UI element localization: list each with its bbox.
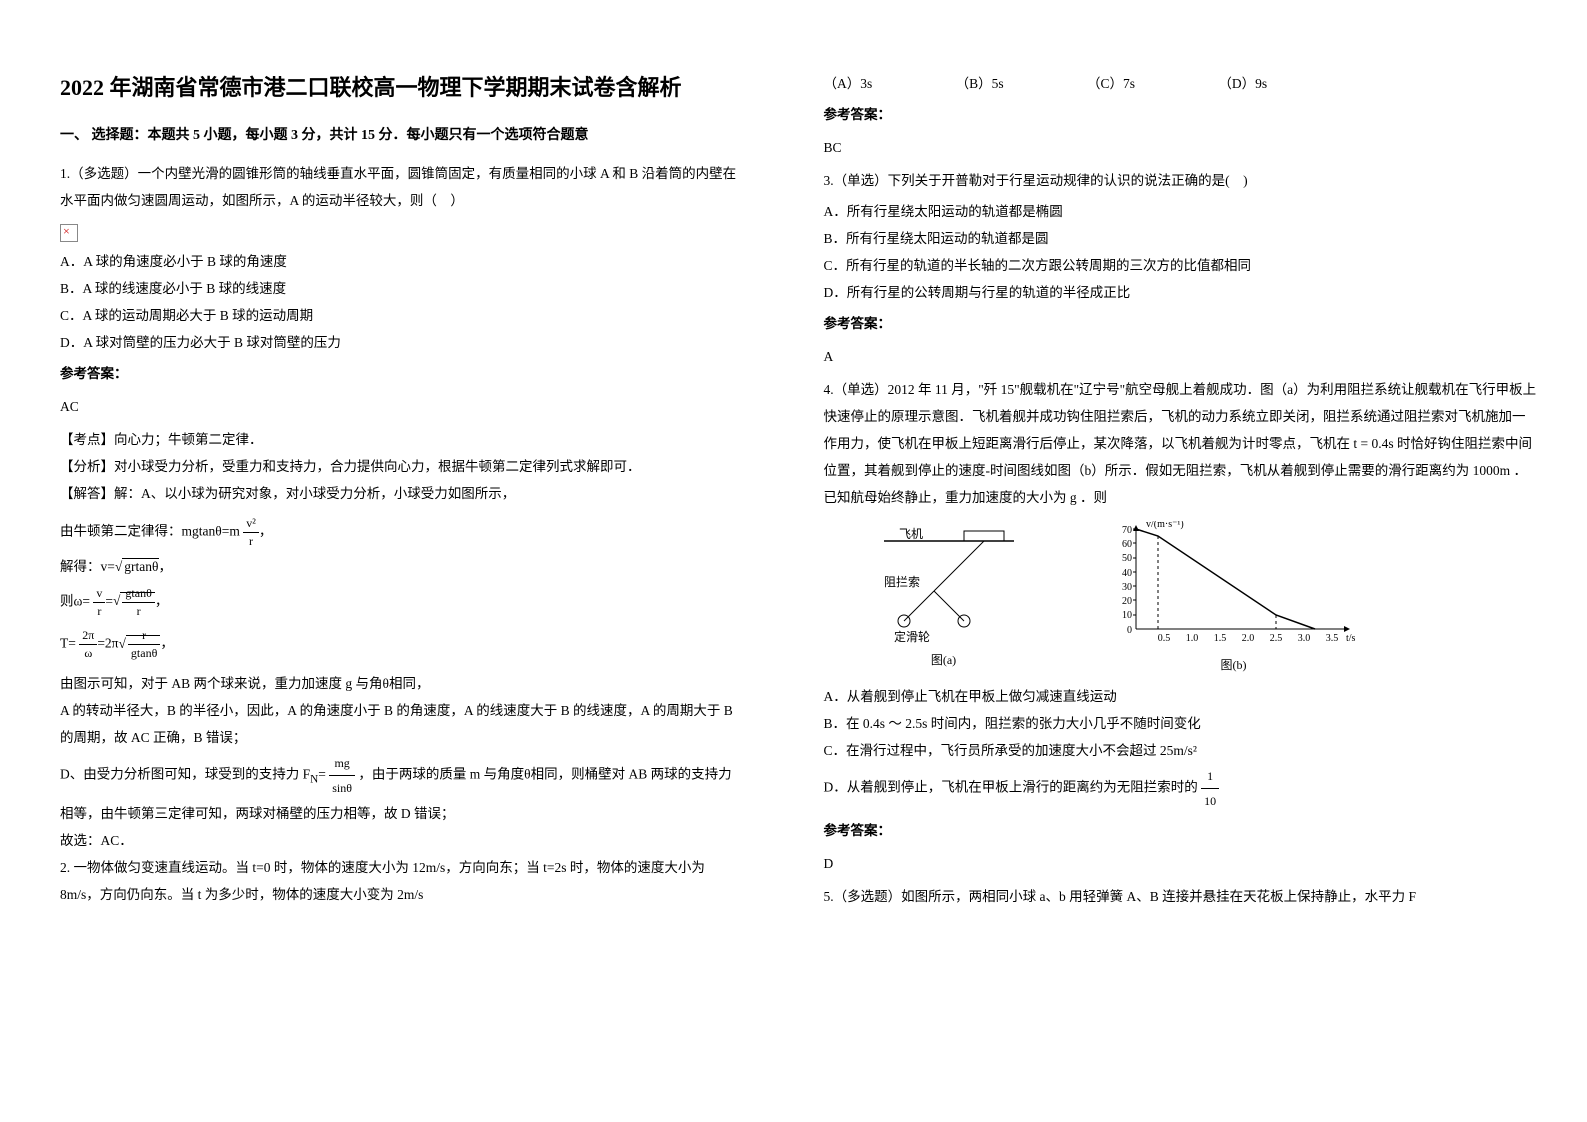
q1-solve-0: 【解答】解：A、以小球为研究对象，对小球受力分析，小球受力如图所示，	[60, 480, 744, 507]
q1-option-d: D．A 球对筒壁的压力必大于 B 球对筒壁的压力	[60, 329, 744, 356]
q3-option-a: A．所有行星绕太阳运动的轨道都是椭圆	[824, 198, 1538, 225]
svg-text:3.0: 3.0	[1297, 633, 1310, 644]
q3-option-b: B．所有行星绕太阳运动的轨道都是圆	[824, 225, 1538, 252]
q2-option-c: （C）7s	[1087, 70, 1135, 97]
svg-text:1.5: 1.5	[1213, 633, 1226, 644]
svg-text:v/(m·s⁻¹): v/(m·s⁻¹)	[1146, 521, 1184, 530]
page-title: 2022 年湖南省常德市港二口联校高一物理下学期期末试卷含解析	[60, 70, 744, 105]
svg-text:40: 40	[1122, 568, 1132, 579]
fraction: mgsinθ	[329, 751, 355, 800]
q2-option-d: （D）9s	[1218, 70, 1267, 97]
text: =	[318, 767, 326, 782]
q4-option-a: A．从着舰到停止飞机在甲板上做匀减速直线运动	[824, 683, 1538, 710]
label: 阻拦索	[884, 575, 920, 589]
q3-option-c: C．所有行星的轨道的半长轴的二次方跟公转周期的三次方的比值都相同	[824, 252, 1538, 279]
sqrt-icon	[119, 636, 126, 651]
q1-formula-4: T= 2πω=2πrgtanθ，	[60, 627, 744, 662]
q4-diagrams: 飞机 阻拦索 定滑轮 图(a)	[864, 521, 1538, 673]
q2-option-a: （A）3s	[824, 70, 873, 97]
text: D、由受力分析图可知，球受到的支持力 F	[60, 767, 310, 782]
svg-text:3.5: 3.5	[1325, 633, 1338, 644]
q4-answer-label: 参考答案：	[824, 817, 1538, 844]
fraction: 110	[1201, 764, 1219, 813]
q1-formula-1: 由牛顿第二定律得：mgtanθ=m v²r，	[60, 515, 744, 550]
inline-value: 1000m	[1473, 463, 1511, 478]
svg-text:2.0: 2.0	[1241, 633, 1254, 644]
q4-option-c: C．在滑行过程中，飞行员所承受的加速度大小不会超过 25m/s²	[824, 737, 1538, 764]
q4-stem: 4.（单选）2012 年 11 月，"歼 15"舰载机在"辽宁号"航空母舰上着舰…	[824, 376, 1538, 511]
formula-text: T=	[60, 636, 76, 651]
q1-option-a: A．A 球的角速度必小于 B 球的角速度	[60, 248, 744, 275]
q1-formula-2: 解得：v=grtanθ，	[60, 558, 744, 577]
q4-option-d: D．从着舰到停止，飞机在甲板上滑行的距离约为无阻拦索时的 110	[824, 764, 1538, 813]
q1-analysis: 【分析】对小球受力分析，受重力和支持力，合力提供向心力，根据牛顿第二定律列式求解…	[60, 453, 744, 480]
text: ．则	[1080, 490, 1107, 505]
formula-text: 则ω=	[60, 593, 90, 608]
q1-answer-label: 参考答案：	[60, 360, 744, 387]
q3-answer-label: 参考答案：	[824, 310, 1538, 337]
inline-value: g	[1070, 490, 1077, 505]
fraction: v²r	[243, 515, 259, 550]
sqrt-body: grtanθ	[122, 558, 158, 574]
q4-figure-b: 70 60 50 40 30 20 10 0	[1104, 521, 1364, 673]
q1-solve-8: 故选：AC．	[60, 827, 744, 854]
formula-text: 解得：v=	[60, 559, 115, 574]
q2-stem: 2. 一物体做匀变速直线运动。当 t=0 时，物体的速度大小为 12m/s，方向…	[60, 854, 744, 908]
q2-answer: BC	[824, 134, 1538, 161]
fig-b-caption: 图(b)	[1104, 656, 1364, 673]
sqrt-body: rgtanθ	[126, 635, 160, 651]
q1-solve-7: D、由受力分析图可知，球受到的支持力 FN= mgsinθ ，由于两球的质量 m…	[60, 751, 744, 827]
section-heading: 一、 选择题：本题共 5 小题，每小题 3 分，共计 15 分．每小题只有一个选…	[60, 123, 744, 148]
fraction: vr	[93, 585, 105, 620]
fig-a-caption: 图(a)	[864, 651, 1024, 668]
svg-text:20: 20	[1122, 596, 1132, 607]
q1-option-c: C．A 球的运动周期必大于 B 球的运动周期	[60, 302, 744, 329]
fraction: 2πω	[79, 627, 97, 662]
q1-solve-5: 由图示可知，对于 AB 两个球来说，重力加速度 g 与角θ相同，	[60, 670, 744, 697]
label: 飞机	[899, 527, 923, 541]
schematic-svg: 飞机 阻拦索 定滑轮	[864, 526, 1024, 646]
q4-option-b: B．在 0.4s ～ 2.5s 时间内，阻拦索的张力大小几乎不随时间变化	[824, 710, 1538, 737]
svg-text:70: 70	[1122, 525, 1132, 536]
svg-text:0.5: 0.5	[1157, 633, 1170, 644]
svg-text:2.5: 2.5	[1269, 633, 1282, 644]
q3-option-d: D．所有行星的公转周期与行星的轨道的半径成正比	[824, 279, 1538, 306]
text: D．从着舰到停止，飞机在甲板上滑行的距离约为无阻拦索时的	[824, 780, 1198, 795]
chart-svg: 70 60 50 40 30 20 10 0	[1104, 521, 1364, 651]
q1-keypoint: 【考点】向心力；牛顿第二定律．	[60, 426, 744, 453]
q4-figure-a: 飞机 阻拦索 定滑轮 图(a)	[864, 526, 1024, 668]
q2-options-row: （A）3s （B）5s （C）7s （D）9s	[824, 70, 1538, 97]
q4-answer: D	[824, 850, 1538, 877]
q1-stem: 1.（多选题）一个内壁光滑的圆锥形筒的轴线垂直水平面，圆锥筒固定，有质量相同的小…	[60, 160, 744, 214]
q5-stem: 5.（多选题）如图所示，两相同小球 a、b 用轻弹簧 A、B 连接并悬挂在天花板…	[824, 883, 1538, 910]
sqrt-body: gtanθr	[120, 592, 154, 608]
q2-answer-label: 参考答案：	[824, 101, 1538, 128]
svg-text:30: 30	[1122, 582, 1132, 593]
svg-text:t/s: t/s	[1346, 633, 1356, 644]
q1-solve-6: A 的转动半径大，B 的半径小，因此，A 的角速度小于 B 的角速度，A 的线速…	[60, 697, 744, 751]
formula-text: 由牛顿第二定律得：mgtanθ=m	[60, 524, 240, 539]
svg-text:0: 0	[1127, 625, 1132, 636]
label: 定滑轮	[894, 629, 930, 644]
broken-image-icon	[60, 224, 78, 242]
svg-text:10: 10	[1122, 610, 1132, 621]
q3-answer: A	[824, 343, 1538, 370]
svg-text:50: 50	[1122, 553, 1132, 564]
q2-option-b: （B）5s	[956, 70, 1004, 97]
q3-stem: 3.（单选）下列关于开普勒对于行星运动规律的认识的说法正确的是( )	[824, 167, 1538, 194]
svg-text:60: 60	[1122, 539, 1132, 550]
svg-text:1.0: 1.0	[1185, 633, 1198, 644]
q1-option-b: B．A 球的线速度必小于 B 球的线速度	[60, 275, 744, 302]
q1-answer: AC	[60, 393, 744, 420]
inline-value: t = 0.4s	[1353, 436, 1393, 451]
q1-figure-placeholder	[60, 218, 744, 248]
q1-formula-3: 则ω= vr=gtanθr，	[60, 585, 744, 620]
